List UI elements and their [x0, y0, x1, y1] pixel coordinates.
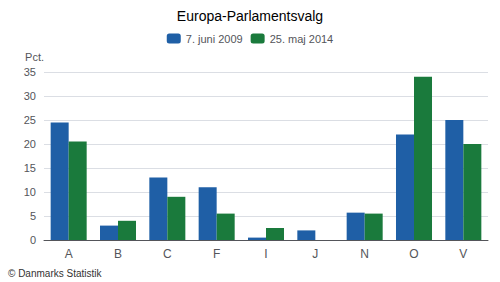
- svg-text:15: 15: [24, 162, 36, 174]
- svg-text:© Danmarks Statistik: © Danmarks Statistik: [8, 268, 103, 279]
- svg-text:N: N: [360, 247, 369, 261]
- svg-text:Pct.: Pct.: [25, 51, 44, 63]
- svg-text:J: J: [312, 247, 318, 261]
- svg-text:Europa-Parlamentsvalg: Europa-Parlamentsvalg: [177, 8, 323, 24]
- svg-text:20: 20: [24, 138, 36, 150]
- svg-text:35: 35: [24, 66, 36, 78]
- svg-text:7. juni 2009: 7. juni 2009: [186, 33, 243, 45]
- svg-text:B: B: [114, 247, 122, 261]
- svg-text:I: I: [264, 247, 267, 261]
- svg-text:10: 10: [24, 186, 36, 198]
- svg-text:O: O: [409, 247, 418, 261]
- svg-text:30: 30: [24, 90, 36, 102]
- svg-text:V: V: [459, 247, 467, 261]
- svg-text:25: 25: [24, 114, 36, 126]
- svg-text:F: F: [213, 247, 220, 261]
- svg-text:C: C: [163, 247, 172, 261]
- svg-text:A: A: [65, 247, 73, 261]
- svg-text:5: 5: [30, 210, 36, 222]
- svg-text:0: 0: [30, 234, 36, 246]
- svg-text:25. maj 2014: 25. maj 2014: [270, 33, 334, 45]
